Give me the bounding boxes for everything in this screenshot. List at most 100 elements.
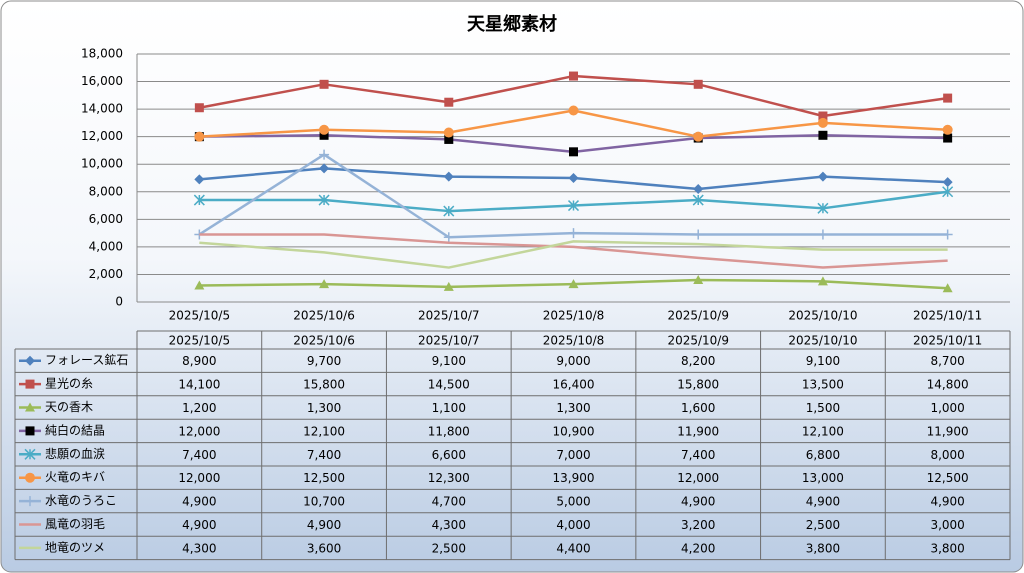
marker: [693, 79, 703, 89]
legend-marker: [25, 355, 35, 366]
marker: [443, 232, 454, 243]
table-cell: 12,500: [303, 471, 345, 485]
table-cell: 6,600: [432, 448, 466, 462]
table-cell: 8,000: [930, 448, 964, 462]
table-cell: 11,900: [927, 424, 969, 438]
table-cell: 1,300: [556, 401, 590, 415]
legend-label: 水竜のうろこ: [45, 494, 117, 508]
table-cell: 12,100: [303, 424, 345, 438]
marker: [568, 279, 579, 289]
marker: [943, 133, 953, 143]
table-cell: 1,100: [432, 401, 466, 415]
table-cell: 8,900: [182, 354, 216, 368]
marker: [693, 229, 704, 240]
table-cell: 1,500: [806, 401, 840, 415]
table-header: 2025/10/5: [169, 334, 231, 348]
marker: [568, 173, 579, 183]
marker: [319, 163, 330, 174]
y-tick-label: 6,000: [89, 212, 123, 226]
marker: [319, 124, 330, 135]
legend-marker: [24, 448, 36, 460]
table-header: 2025/10/9: [667, 334, 729, 348]
series-line: [199, 240, 948, 269]
table-cell: 3,800: [930, 541, 964, 555]
marker: [443, 281, 454, 291]
table-cell: 2,500: [806, 518, 840, 532]
table-cell: 1,600: [681, 401, 715, 415]
marker: [194, 103, 204, 113]
x-tick-label: 2025/10/11: [913, 309, 982, 323]
marker: [942, 177, 953, 188]
table-cell: 3,200: [681, 518, 715, 532]
table-cell: 4,900: [681, 495, 715, 509]
x-tick-label: 2025/10/10: [788, 309, 857, 323]
chart-title: 天星郷素材: [467, 13, 557, 35]
marker: [567, 200, 580, 212]
table-cell: 9,100: [806, 354, 840, 368]
legend-label: 地竜のツメ: [45, 540, 105, 554]
marker: [942, 124, 953, 135]
table-cell: 12,000: [677, 471, 719, 485]
marker: [817, 171, 828, 182]
marker: [194, 280, 205, 290]
table-cell: 3,000: [930, 518, 964, 532]
legend-label: 星光の糸: [45, 377, 93, 391]
table-cell: 7,400: [307, 448, 341, 462]
y-tick-label: 10,000: [81, 157, 123, 171]
marker: [817, 276, 828, 286]
marker: [194, 174, 205, 185]
legend-marker: [25, 472, 35, 483]
table-header: 2025/10/10: [788, 334, 857, 348]
table-cell: 11,900: [677, 424, 719, 438]
marker: [319, 130, 329, 140]
x-tick-label: 2025/10/9: [667, 309, 729, 323]
table-cell: 8,700: [930, 354, 964, 368]
marker: [692, 194, 704, 206]
table-cell: 4,300: [182, 541, 216, 555]
marker: [193, 194, 205, 206]
legend-marker: [25, 426, 35, 436]
table-cell: 12,000: [178, 471, 220, 485]
table-cell: 6,800: [806, 448, 840, 462]
marker: [818, 130, 828, 140]
y-tick-label: 0: [115, 295, 123, 309]
table-cell: 10,900: [553, 424, 595, 438]
table-cell: 12,000: [178, 424, 220, 438]
marker: [942, 186, 954, 198]
legend-label: フォレース鉱石: [45, 352, 128, 367]
marker: [444, 134, 454, 144]
marker: [569, 147, 578, 157]
table-cell: 10,700: [303, 495, 345, 509]
table-cell: 4,900: [930, 495, 964, 509]
table-cell: 7,400: [681, 448, 715, 462]
table-cell: 4,300: [432, 518, 466, 532]
marker: [319, 79, 329, 89]
table-header: 2025/10/8: [543, 334, 605, 348]
data-table: 2025/10/5 2025/10/6 2025/10/7 2025/10/8 2025…: [14, 330, 1011, 561]
x-tick-label: 2025/10/5: [169, 309, 231, 323]
table-cell: 1,200: [182, 401, 216, 415]
marker: [319, 149, 330, 160]
table-cell: 2,500: [432, 541, 466, 555]
marker: [943, 93, 953, 103]
marker: [443, 171, 454, 182]
table-cell: 15,800: [303, 378, 345, 392]
table-header: 2025/10/6: [293, 334, 355, 348]
table-cell: 4,900: [307, 518, 341, 532]
legend-label: 火竜のキバ: [45, 470, 105, 484]
marker: [693, 184, 704, 195]
table-cell: 12,100: [802, 424, 844, 438]
marker: [319, 279, 330, 289]
y-tick-label: 2,000: [89, 267, 123, 281]
table-cell: 14,100: [178, 378, 220, 392]
table-cell: 15,800: [677, 378, 719, 392]
table-cell: 13,000: [802, 471, 844, 485]
y-tick-label: 18,000: [81, 47, 123, 61]
legend-marker: [25, 402, 35, 412]
marker: [942, 283, 953, 293]
table-cell: 9,000: [556, 354, 590, 368]
marker: [817, 202, 829, 214]
legend-label: 純白の結晶: [45, 422, 105, 437]
marker: [443, 127, 454, 138]
table-cell: 14,500: [428, 378, 470, 392]
